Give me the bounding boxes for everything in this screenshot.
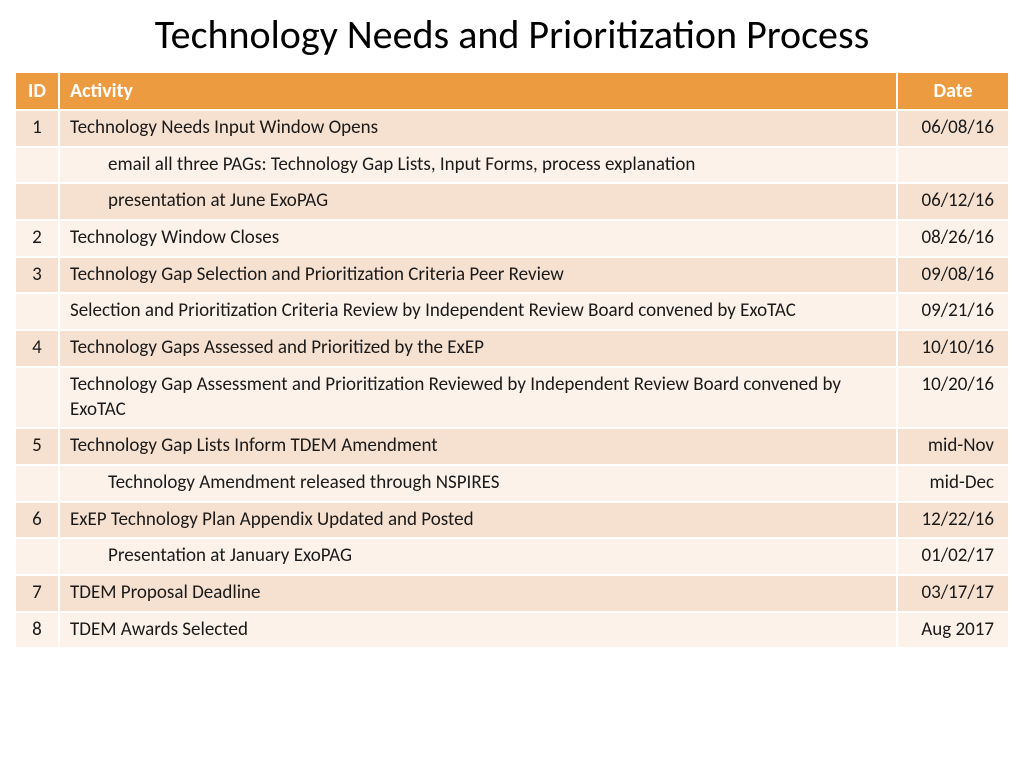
col-header-id: ID (16, 73, 58, 109)
cell-activity: Technology Amendment released through NS… (60, 466, 896, 501)
table-row: 3Technology Gap Selection and Prioritiza… (16, 258, 1008, 293)
cell-id (16, 184, 58, 219)
table-row: 5Technology Gap Lists Inform TDEM Amendm… (16, 429, 1008, 464)
cell-date: 12/22/16 (898, 503, 1008, 538)
cell-id (16, 368, 58, 427)
cell-activity: Technology Gap Assessment and Prioritiza… (60, 368, 896, 427)
cell-activity: TDEM Awards Selected (60, 613, 896, 648)
table-row: presentation at June ExoPAG06/12/16 (16, 184, 1008, 219)
cell-date: 06/12/16 (898, 184, 1008, 219)
col-header-date: Date (898, 73, 1008, 109)
table-row: 4Technology Gaps Assessed and Prioritize… (16, 331, 1008, 366)
cell-id: 2 (16, 221, 58, 256)
cell-activity: Technology Gaps Assessed and Prioritized… (60, 331, 896, 366)
table-row: 6ExEP Technology Plan Appendix Updated a… (16, 503, 1008, 538)
cell-activity: Technology Gap Selection and Prioritizat… (60, 258, 896, 293)
cell-activity: Selection and Prioritization Criteria Re… (60, 294, 896, 329)
table-row: Selection and Prioritization Criteria Re… (16, 294, 1008, 329)
cell-date: 06/08/16 (898, 111, 1008, 146)
cell-id (16, 294, 58, 329)
table-header-row: ID Activity Date (16, 73, 1008, 109)
cell-activity: Presentation at January ExoPAG (60, 539, 896, 574)
cell-id: 1 (16, 111, 58, 146)
cell-activity: email all three PAGs: Technology Gap Lis… (60, 148, 896, 183)
cell-id (16, 148, 58, 183)
cell-date: Aug 2017 (898, 613, 1008, 648)
cell-activity: ExEP Technology Plan Appendix Updated an… (60, 503, 896, 538)
table-row: Presentation at January ExoPAG01/02/17 (16, 539, 1008, 574)
slide: Technology Needs and Prioritization Proc… (0, 0, 1024, 659)
cell-id (16, 466, 58, 501)
cell-activity: presentation at June ExoPAG (60, 184, 896, 219)
cell-id: 5 (16, 429, 58, 464)
cell-id: 6 (16, 503, 58, 538)
cell-activity: Technology Window Closes (60, 221, 896, 256)
page-title: Technology Needs and Prioritization Proc… (14, 10, 1010, 59)
cell-date: 08/26/16 (898, 221, 1008, 256)
table-row: 1Technology Needs Input Window Opens06/0… (16, 111, 1008, 146)
col-header-activity: Activity (60, 73, 896, 109)
cell-id: 7 (16, 576, 58, 611)
cell-id: 8 (16, 613, 58, 648)
cell-date: mid-Nov (898, 429, 1008, 464)
cell-id: 4 (16, 331, 58, 366)
cell-date: 01/02/17 (898, 539, 1008, 574)
cell-activity: Technology Needs Input Window Opens (60, 111, 896, 146)
table-row: 7TDEM Proposal Deadline03/17/17 (16, 576, 1008, 611)
table-row: 2Technology Window Closes08/26/16 (16, 221, 1008, 256)
cell-id (16, 539, 58, 574)
cell-id: 3 (16, 258, 58, 293)
cell-date: 03/17/17 (898, 576, 1008, 611)
cell-activity: Technology Gap Lists Inform TDEM Amendme… (60, 429, 896, 464)
cell-date: 10/10/16 (898, 331, 1008, 366)
table-row: email all three PAGs: Technology Gap Lis… (16, 148, 1008, 183)
table-row: 8TDEM Awards SelectedAug 2017 (16, 613, 1008, 648)
process-table: ID Activity Date 1Technology Needs Input… (14, 71, 1010, 649)
cell-date: 10/20/16 (898, 368, 1008, 427)
cell-activity: TDEM Proposal Deadline (60, 576, 896, 611)
cell-date: 09/21/16 (898, 294, 1008, 329)
cell-date (898, 148, 1008, 183)
cell-date: 09/08/16 (898, 258, 1008, 293)
cell-date: mid-Dec (898, 466, 1008, 501)
table-row: Technology Amendment released through NS… (16, 466, 1008, 501)
table-row: Technology Gap Assessment and Prioritiza… (16, 368, 1008, 427)
